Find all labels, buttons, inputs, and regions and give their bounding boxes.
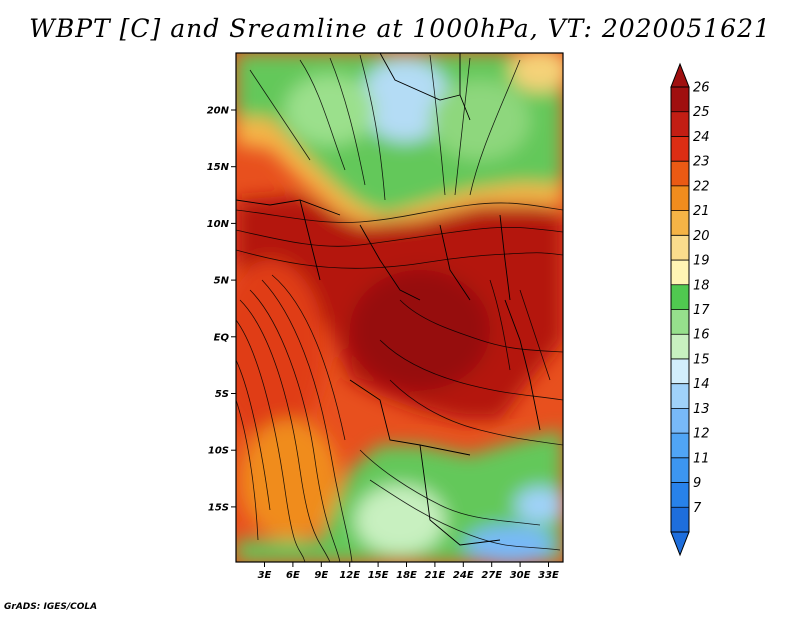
lon-tick-label: 27E [481,570,502,581]
colorbar-min-arrow [670,531,690,557]
lon-tick-label: 3E [258,570,272,581]
colorbar-max-arrow [670,62,690,88]
lon-tick-label: 15E [368,570,389,581]
colorbar-label: 18 [693,278,710,293]
colorbar-swatch [671,383,689,409]
lon-tick-label: 9E [314,570,328,581]
lon-tick-label: 24E [453,570,474,581]
colorbar-swatch [671,260,689,286]
colorbar-swatch [671,482,689,508]
colorbar-swatch [671,136,689,162]
colorbar-swatch [671,235,689,261]
lat-tick-label: 20N [207,106,230,117]
colorbar-swatch [671,334,689,360]
colorbar-label: 17 [693,303,710,318]
colorbar-swatch [671,87,689,113]
colorbar: 26 25 24 23 22 21 20 19 18 17 16 15 14 13 12 11 9 7 [670,62,710,557]
colorbar-label: 12 [693,427,710,442]
colorbar-label: 7 [693,501,702,516]
lat-tick-label: 5N [214,276,230,287]
lon-tick-label: 6E [286,570,300,581]
colorbar-swatch [671,457,689,483]
colorbar-label: 15 [693,352,710,367]
lat-tick-label: EQ [214,332,230,343]
colorbar-swatch [671,111,689,137]
colorbar-label: 19 [693,254,710,269]
lat-tick-label: 15N [207,162,230,173]
lat-tick-label: 10S [208,446,229,457]
colorbar-swatch [671,507,689,533]
colorbar-label: 25 [693,105,710,120]
map-frame [235,52,564,563]
colorbar-swatch [671,309,689,335]
colorbar-swatch [671,161,689,187]
colorbar-label: 13 [693,402,710,417]
colorbar-label: 26 [693,81,710,96]
colorbar-label: 9 [693,476,701,491]
lon-tick-label: 12E [339,570,360,581]
colorbar-label: 24 [693,130,710,145]
longitude-axis: 3E 6E 9E 12E 15E 18E 21E 24E 27E 30E 33E [258,562,559,581]
colorbar-swatch [671,358,689,384]
lon-tick-label: 33E [538,570,559,581]
colorbar-swatch [671,408,689,434]
colorbar-swatch [671,185,689,211]
colorbar-label: 14 [693,377,710,392]
latitude-axis: 20N 15N 10N 5N EQ 5S 10S 15S [207,106,236,513]
colorbar-label: 23 [693,155,710,170]
lon-tick-label: 21E [425,570,446,581]
lat-tick-label: 5S [215,389,229,400]
colorbar-label: 22 [693,179,710,194]
colorbar-swatch [671,433,689,459]
colorbar-label: 11 [693,451,710,466]
colorbar-label: 16 [693,328,710,343]
lon-tick-label: 30E [510,570,531,581]
credit-text: GrADS: IGES/COLA [4,602,98,612]
colorbar-label: 20 [693,229,710,244]
chart-title: WBPT [C] and Sreamline at 1000hPa, VT: 2… [29,14,771,43]
colorbar-swatch [671,284,689,310]
colorbar-label: 21 [693,204,710,219]
lon-tick-label: 18E [396,570,417,581]
lat-tick-label: 15S [208,502,229,513]
lat-tick-label: 10N [207,219,230,230]
wbpt-field [236,53,563,562]
colorbar-swatch [671,210,689,236]
